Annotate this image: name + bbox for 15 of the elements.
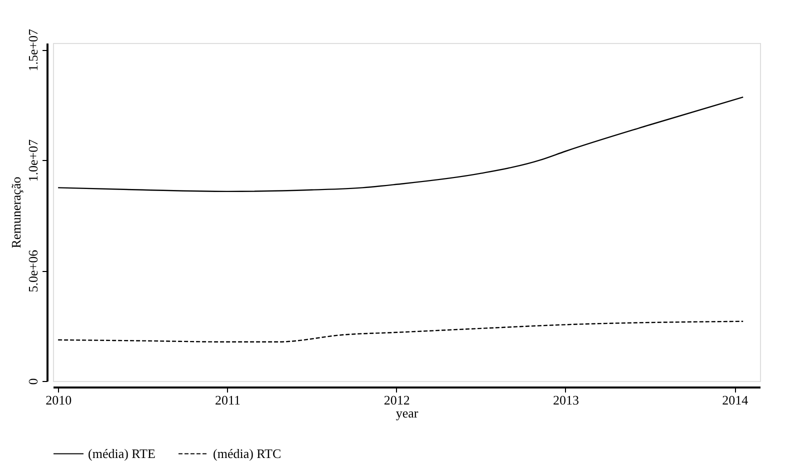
y-tick-label: 1.5e+07 [26,28,40,72]
x-tick-label: 2010 [46,392,72,408]
y-tick-label: 5.0e+06 [26,249,40,292]
y-tick-label: 0 [26,378,40,385]
x-tick-label: 2014 [722,392,749,408]
x-tick-label: 2012 [384,392,410,408]
x-tick-label: 2013 [552,392,579,408]
x-tick-label: 2011 [214,392,240,408]
line-series [57,320,744,342]
legend-label: (média) RTC [213,446,282,461]
line-series [57,96,744,192]
y-tick-label: 1.0e+07 [26,138,40,182]
legend-label: (média) RTE [88,446,156,461]
y-axis-title: Remuneração [8,176,24,248]
x-axis-title: year [396,406,419,420]
